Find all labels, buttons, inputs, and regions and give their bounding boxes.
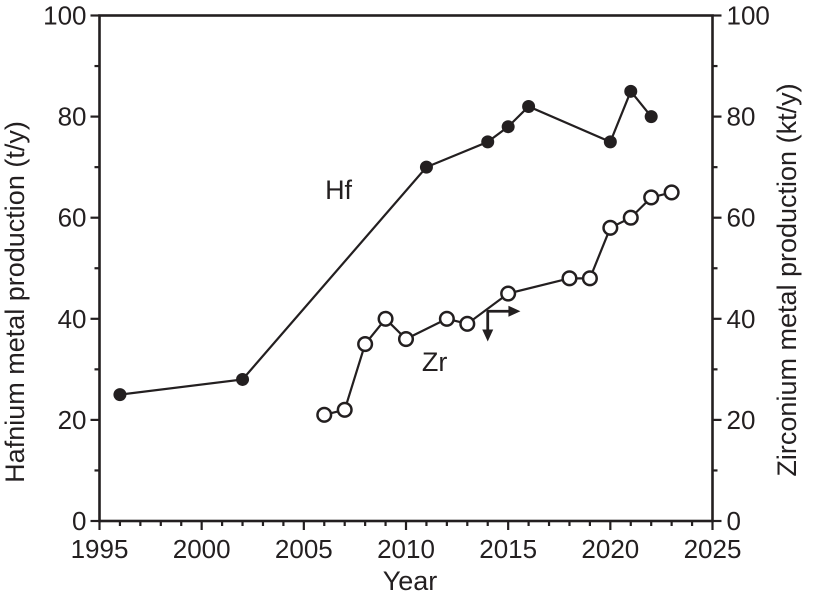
left-y-tick-label: 60: [58, 203, 87, 233]
hf-data-point: [501, 120, 515, 134]
right-y-tick-label: 80: [727, 102, 756, 132]
left-y-tick-label: 40: [58, 304, 87, 334]
x-tick-label: 2000: [173, 534, 231, 564]
left-y-tick-label: 20: [58, 405, 87, 435]
hf-series-label: Hf: [325, 175, 352, 205]
zr-data-point: [602, 219, 619, 236]
x-tick-label: 1995: [71, 534, 129, 564]
hf-data-point: [522, 99, 536, 113]
x-tick-label: 2025: [684, 534, 742, 564]
zr-data-point: [377, 310, 394, 327]
zr-data-point: [438, 310, 455, 327]
right-y-tick-label: 0: [727, 506, 741, 536]
zr-data-point: [397, 330, 415, 348]
zr-data-point: [357, 336, 374, 353]
zr-data-point: [336, 401, 353, 418]
hf-data-point: [236, 372, 250, 386]
right-y-tick-label: 60: [727, 203, 756, 233]
zr-data-point: [316, 406, 333, 423]
zr-data-point: [663, 184, 680, 201]
zr-series-label: Zr: [422, 347, 447, 377]
x-tick-label: 2010: [377, 534, 435, 564]
left-y-axis-label: Hafnium metal production (t/y): [0, 121, 30, 483]
left-y-tick-label: 0: [72, 506, 86, 536]
hf-data-point: [419, 160, 433, 174]
zr-data-point: [643, 189, 660, 206]
hf-data-point: [113, 388, 127, 402]
right-y-tick-label: 100: [727, 1, 770, 31]
zr-data-point: [459, 315, 476, 332]
right-y-axis-label: Zirconium metal production (kt/y): [772, 83, 802, 476]
right-y-tick-label: 40: [727, 304, 756, 334]
left-y-tick-label: 100: [43, 1, 86, 31]
hf-data-point: [644, 110, 658, 124]
x-tick-label: 2020: [581, 534, 639, 564]
x-axis-label: Year: [383, 566, 438, 596]
down-arrow-head: [482, 329, 494, 342]
hf-data-point: [603, 135, 617, 149]
hf-data-point: [624, 84, 638, 98]
left-y-tick-label: 80: [58, 102, 87, 132]
zr-data-point: [561, 270, 578, 287]
zr-data-point: [500, 285, 517, 302]
hf-data-point: [481, 135, 495, 149]
zr-data-point: [581, 270, 598, 287]
right-y-tick-label: 20: [727, 405, 756, 435]
plot-frame: [98, 14, 714, 523]
x-tick-label: 2015: [479, 534, 537, 564]
x-tick-label: 2005: [275, 534, 333, 564]
right-arrow-head: [508, 305, 521, 317]
zr-data-point: [622, 209, 639, 226]
hf-series-line: [119, 89, 653, 396]
